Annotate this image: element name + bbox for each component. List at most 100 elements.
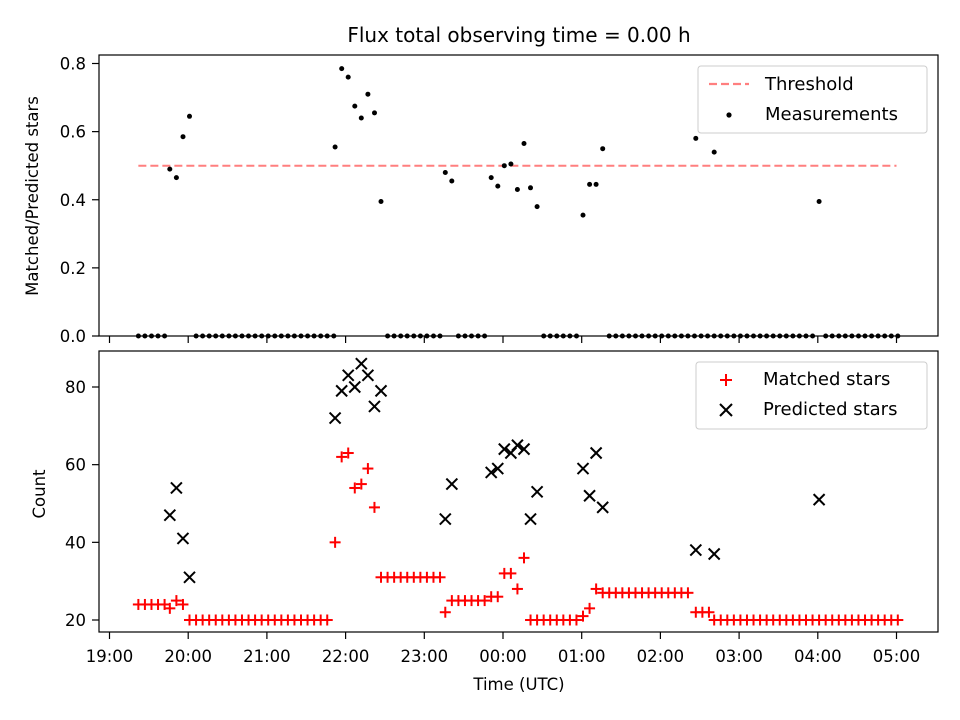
matched-star-point — [362, 463, 374, 475]
measurement-point — [345, 74, 351, 80]
predicted-star-point — [530, 485, 544, 499]
bottom-y-tick-label: 20 — [65, 611, 86, 630]
legend-measurements-swatch — [726, 112, 732, 118]
bottom-plot-area — [132, 357, 904, 626]
measurement-point — [358, 115, 364, 121]
predicted-star-point — [596, 501, 609, 514]
matched-star-point — [570, 614, 582, 626]
legend-predicted-swatch — [719, 403, 733, 417]
matched-star-point — [349, 482, 361, 494]
matched-star-point — [336, 451, 348, 463]
bottom-x-ticks: 19:00 20:00 21:00 22:00 23:00 00:00 01:00 02:00… — [86, 632, 921, 666]
legend-measurements-label: Measurements — [765, 104, 898, 125]
measurement-point — [580, 212, 586, 218]
predicted-star-point — [445, 477, 459, 491]
predicted-star-point — [498, 442, 511, 456]
x-tick-label: 03:00 — [715, 647, 763, 666]
predicted-star-point — [361, 369, 375, 382]
measurement-point — [514, 187, 520, 192]
measurement-point — [449, 178, 455, 184]
top-y-tick-label: 0.0 — [60, 327, 86, 346]
measurement-point — [528, 185, 533, 191]
matched-star-point — [434, 571, 446, 583]
matched-star-point — [577, 610, 589, 622]
x-tick-label: 19:00 — [86, 647, 134, 666]
bottom-axes-frame — [98, 350, 939, 633]
bottom-y-tick-label: 40 — [65, 533, 86, 552]
measurement-point — [600, 146, 606, 152]
matched-star-point — [321, 614, 333, 626]
measurement-point — [339, 66, 345, 72]
measurement-point — [378, 199, 384, 204]
predicted-star-point — [812, 493, 826, 506]
matched-star-point — [479, 595, 491, 607]
measurement-point — [442, 170, 448, 175]
measurement-point — [488, 175, 494, 181]
top-y-tick-label: 0.4 — [60, 191, 86, 210]
predicted-star-point — [163, 508, 177, 522]
predicted-star-point — [170, 481, 183, 495]
predicted-star-point — [583, 489, 596, 502]
predicted-star-point — [368, 400, 381, 413]
x-tick-label: 00:00 — [479, 647, 527, 666]
top-axes-frame — [98, 54, 939, 337]
predicted-star-point — [517, 442, 531, 456]
matched-star-point — [439, 606, 451, 618]
matched-star-point — [368, 501, 380, 513]
predicted-star-point — [707, 547, 721, 561]
top-x-ticks — [108, 336, 898, 343]
x-axis-label: Time (UTC) — [472, 675, 564, 694]
matched-star-point — [682, 587, 694, 599]
measurement-point — [593, 181, 599, 187]
top-y-tick-label: 0.2 — [60, 259, 86, 278]
predicted-star-point — [491, 462, 504, 475]
matched-star-point — [342, 447, 354, 459]
chart-title: Flux total observing time = 0.00 h — [347, 23, 690, 47]
measurement-point — [693, 135, 699, 141]
measurement-point — [711, 149, 717, 155]
x-tick-label: 22:00 — [322, 647, 370, 666]
top-y-tick-label: 0.8 — [60, 55, 86, 74]
predicted-star-point — [439, 512, 452, 526]
bottom-y-tick-label: 80 — [65, 378, 86, 397]
measurement-point — [495, 183, 501, 189]
x-tick-label: 02:00 — [637, 647, 685, 666]
x-tick-label: 23:00 — [401, 647, 449, 666]
measurement-point — [508, 161, 514, 167]
matched-star-point — [355, 478, 367, 490]
measurement-point — [173, 175, 179, 181]
predicted-star-point — [355, 357, 368, 370]
predicted-star-point — [335, 384, 348, 398]
measurement-point — [187, 113, 192, 119]
matched-star-point — [505, 567, 517, 579]
x-tick-label: 04:00 — [794, 647, 842, 666]
predicted-star-point — [511, 439, 524, 452]
matched-star-point — [590, 583, 602, 595]
measurement-point — [587, 181, 593, 187]
top-y-tick-label: 0.6 — [60, 123, 86, 142]
bottom-legend-box — [695, 361, 928, 430]
predicted-star-point — [176, 532, 190, 545]
matched-star-point — [170, 595, 182, 607]
matched-star-point — [164, 602, 176, 614]
predicted-star-point — [576, 462, 590, 475]
predicted-star-point — [348, 380, 361, 394]
matched-star-point — [177, 598, 189, 610]
predicted-star-point — [342, 369, 355, 382]
predicted-star-point — [183, 571, 196, 584]
measurement-point — [180, 134, 186, 140]
measurement-point — [501, 163, 507, 169]
predicted-star-point — [484, 466, 498, 479]
measurement-point — [332, 144, 338, 150]
matched-star-point — [492, 591, 504, 603]
measurement-point — [365, 91, 371, 97]
measurement-point — [372, 110, 377, 116]
x-tick-label: 05:00 — [873, 647, 921, 666]
measurement-point — [816, 199, 822, 204]
predicted-star-point — [689, 543, 703, 557]
legend-predicted-label: Predicted stars — [763, 399, 897, 420]
bottom-y-axis-label: Count — [30, 469, 49, 519]
legend-threshold-label: Threshold — [764, 74, 854, 95]
x-tick-label: 01:00 — [558, 647, 606, 666]
